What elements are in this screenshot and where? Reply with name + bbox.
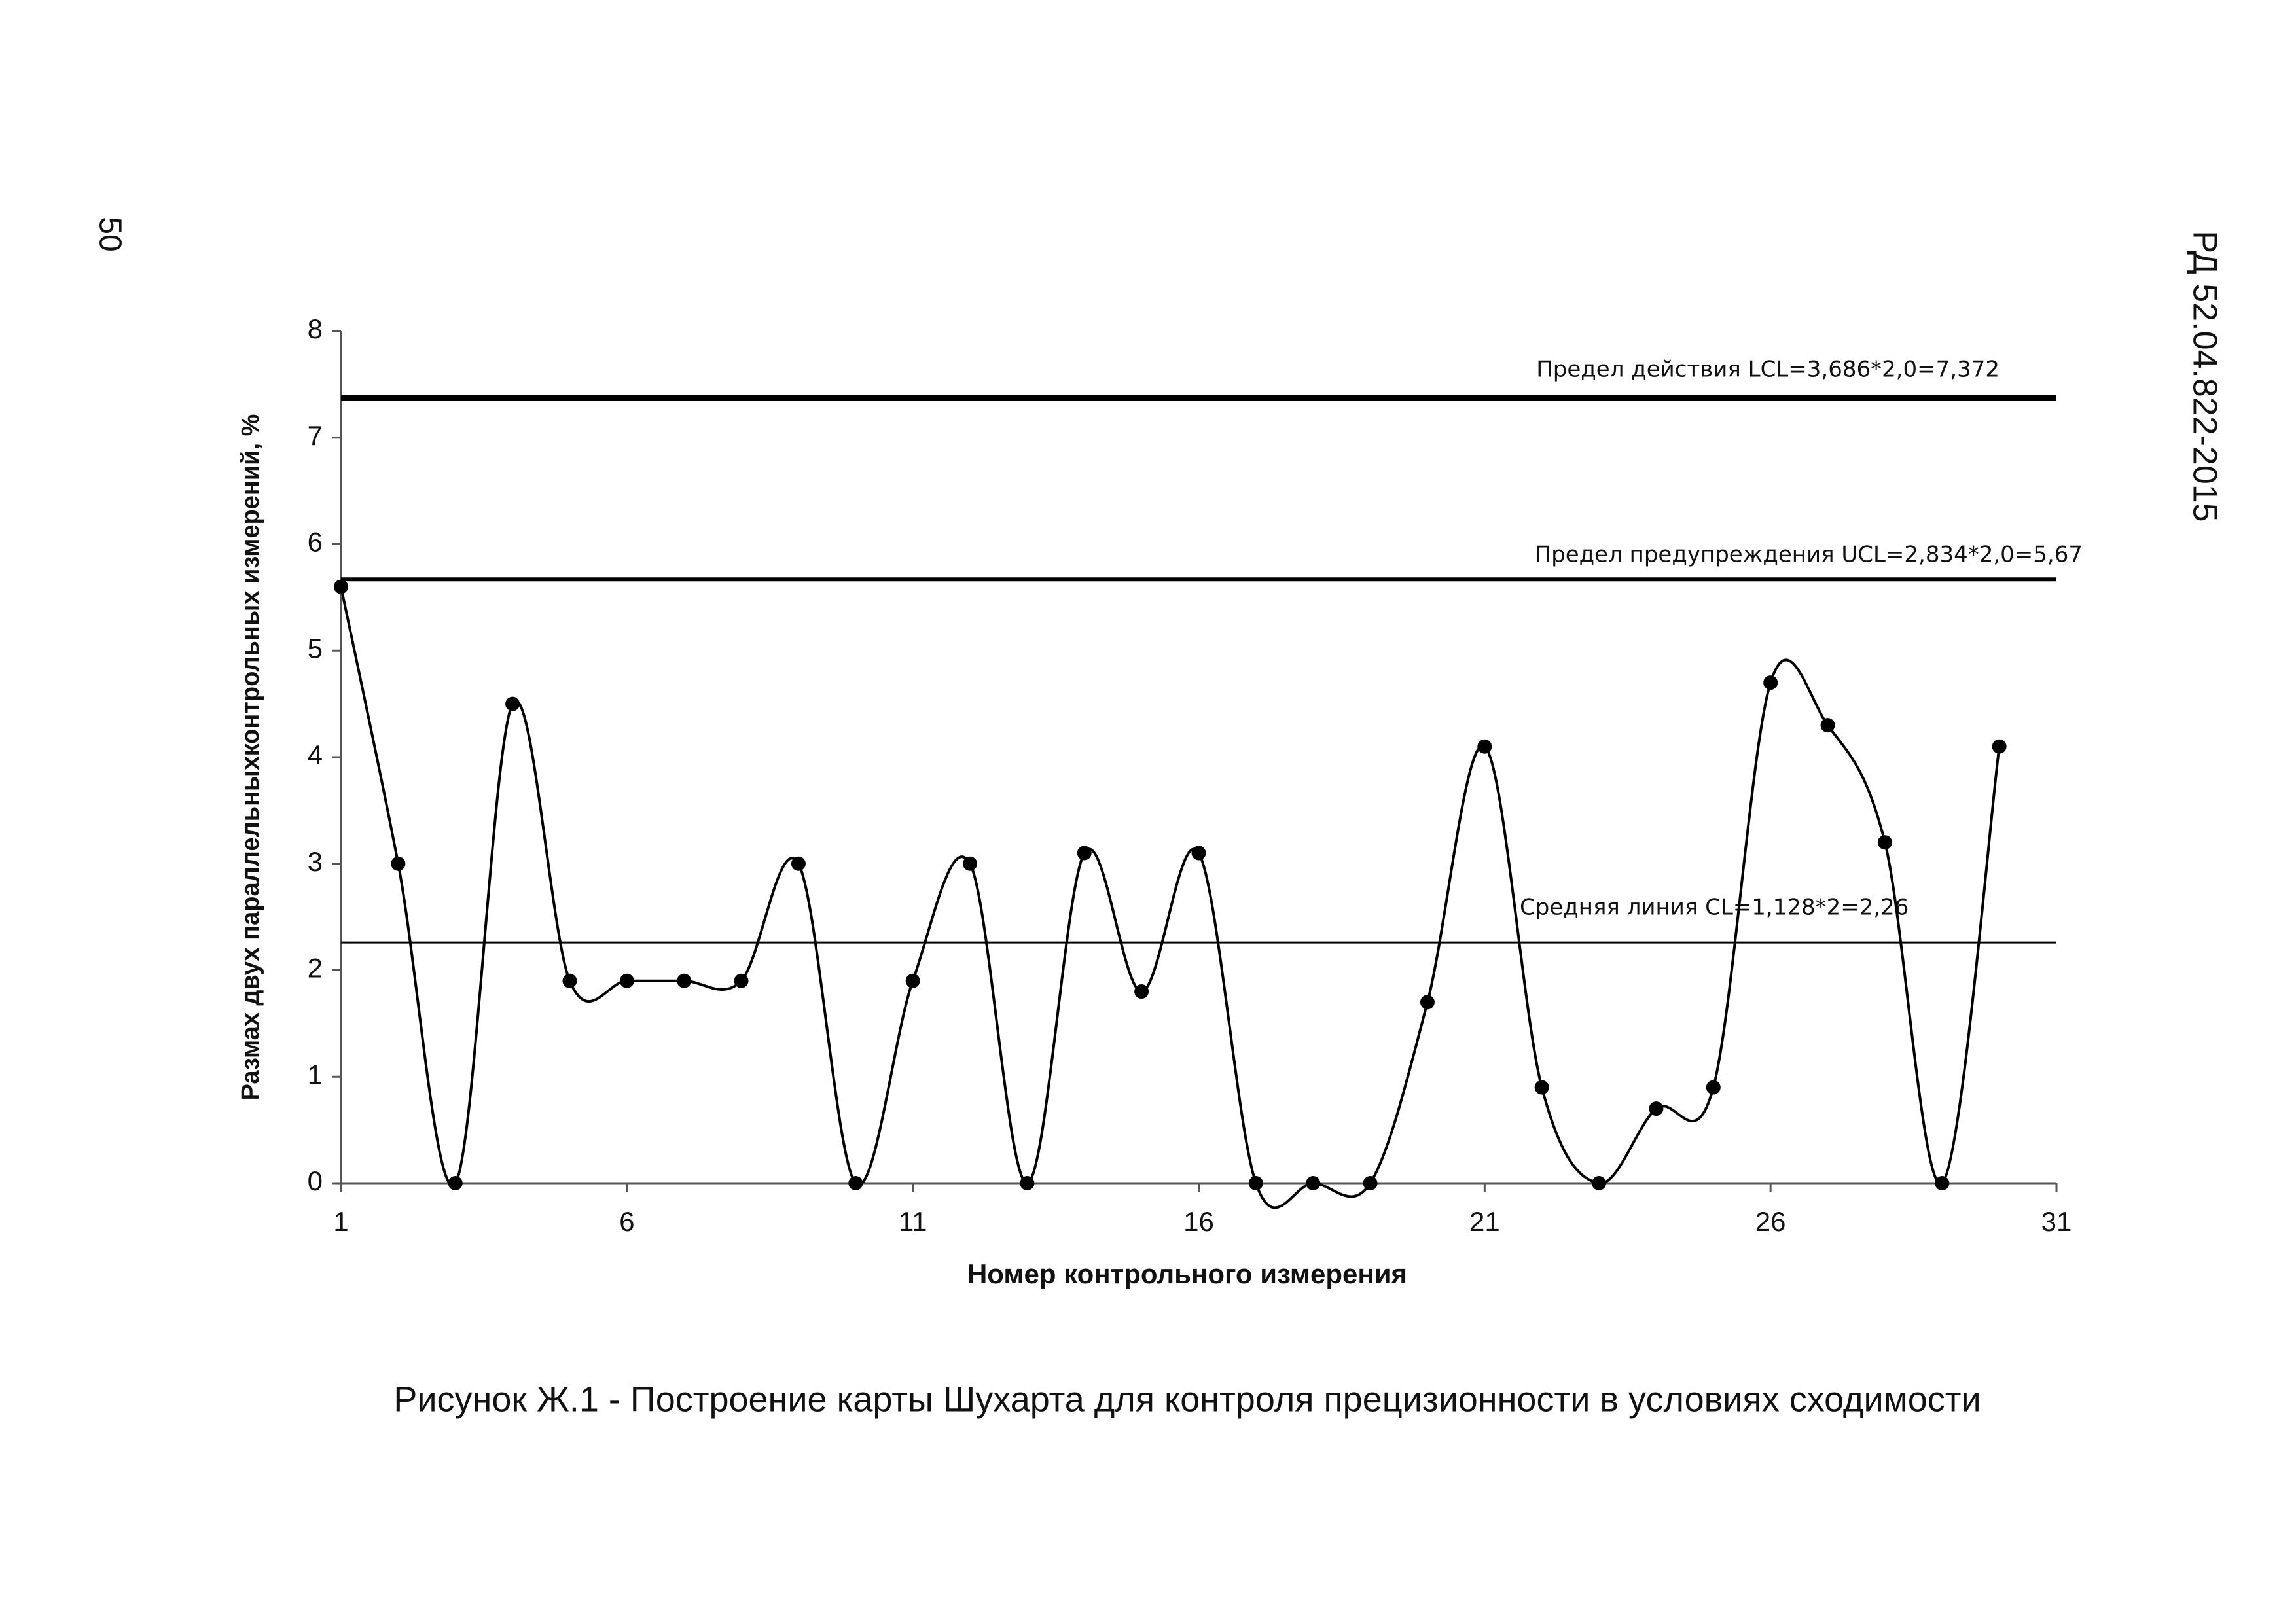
reference-label: Предел предупреждения UCL=2,834*2,0=5,67 [1535, 542, 2083, 568]
data-point [1306, 1176, 1321, 1190]
x-tick-label: 16 [1183, 1206, 1214, 1237]
x-tick-label: 1 [333, 1206, 348, 1237]
y-tick-label: 8 [308, 313, 323, 344]
data-point [619, 973, 634, 988]
data-point [1134, 984, 1149, 999]
y-tick-label: 3 [308, 846, 323, 877]
data-point [1534, 1080, 1549, 1095]
data-point [448, 1176, 463, 1190]
y-tick-label: 0 [308, 1166, 323, 1196]
y-tick-label: 5 [308, 633, 323, 664]
reference-label: Средняя линия CL=1,128*2=2,26 [1520, 895, 1909, 921]
x-tick-label: 6 [619, 1206, 634, 1237]
data-point [791, 856, 806, 871]
data-point [1363, 1176, 1378, 1190]
data-point [848, 1176, 863, 1190]
data-point [1191, 846, 1206, 861]
y-tick-label: 6 [308, 527, 323, 558]
data-point [1592, 1176, 1607, 1190]
data-point [1763, 675, 1778, 690]
reference-label: Предел действия LCL=3,686*2,0=7,372 [1536, 357, 2000, 383]
data-point [1706, 1080, 1721, 1095]
figure-caption: Рисунок Ж.1 - Построение карты Шухарта д… [393, 1380, 1981, 1419]
y-tick-label: 7 [308, 420, 323, 451]
data-point [391, 856, 406, 871]
data-line [340, 586, 2001, 1209]
data-point [1420, 995, 1435, 1010]
data-point [677, 973, 692, 988]
data-point [562, 973, 577, 988]
x-tick-label: 21 [1469, 1206, 1500, 1237]
x-tick-label: 31 [2041, 1206, 2072, 1237]
data-point [1077, 846, 1092, 861]
x-tick-label: 26 [1755, 1206, 1786, 1237]
data-point [1877, 835, 1892, 850]
x-axis-title: Номер контрольного измерения [967, 1258, 1407, 1289]
data-point [1935, 1176, 1950, 1190]
data-point [334, 579, 348, 594]
data-point [734, 973, 749, 988]
data-point [1020, 1176, 1035, 1190]
page-number: 50 [92, 217, 127, 251]
data-point [1820, 718, 1835, 733]
data-point [1649, 1101, 1664, 1116]
y-tick-label: 2 [308, 953, 323, 984]
x-tick-label: 11 [899, 1206, 927, 1237]
document-code: РД 52.04.822-2015 [2185, 230, 2223, 522]
y-tick-label: 1 [308, 1059, 323, 1090]
data-point [905, 973, 920, 988]
y-tick-label: 4 [308, 740, 323, 770]
data-point [1992, 739, 2007, 754]
data-point [1477, 739, 1492, 754]
y-axis-title: Размах двух параллельныхконтрольных изме… [237, 414, 264, 1101]
data-point [1248, 1176, 1263, 1190]
data-point [505, 696, 520, 711]
data-point [963, 856, 978, 871]
